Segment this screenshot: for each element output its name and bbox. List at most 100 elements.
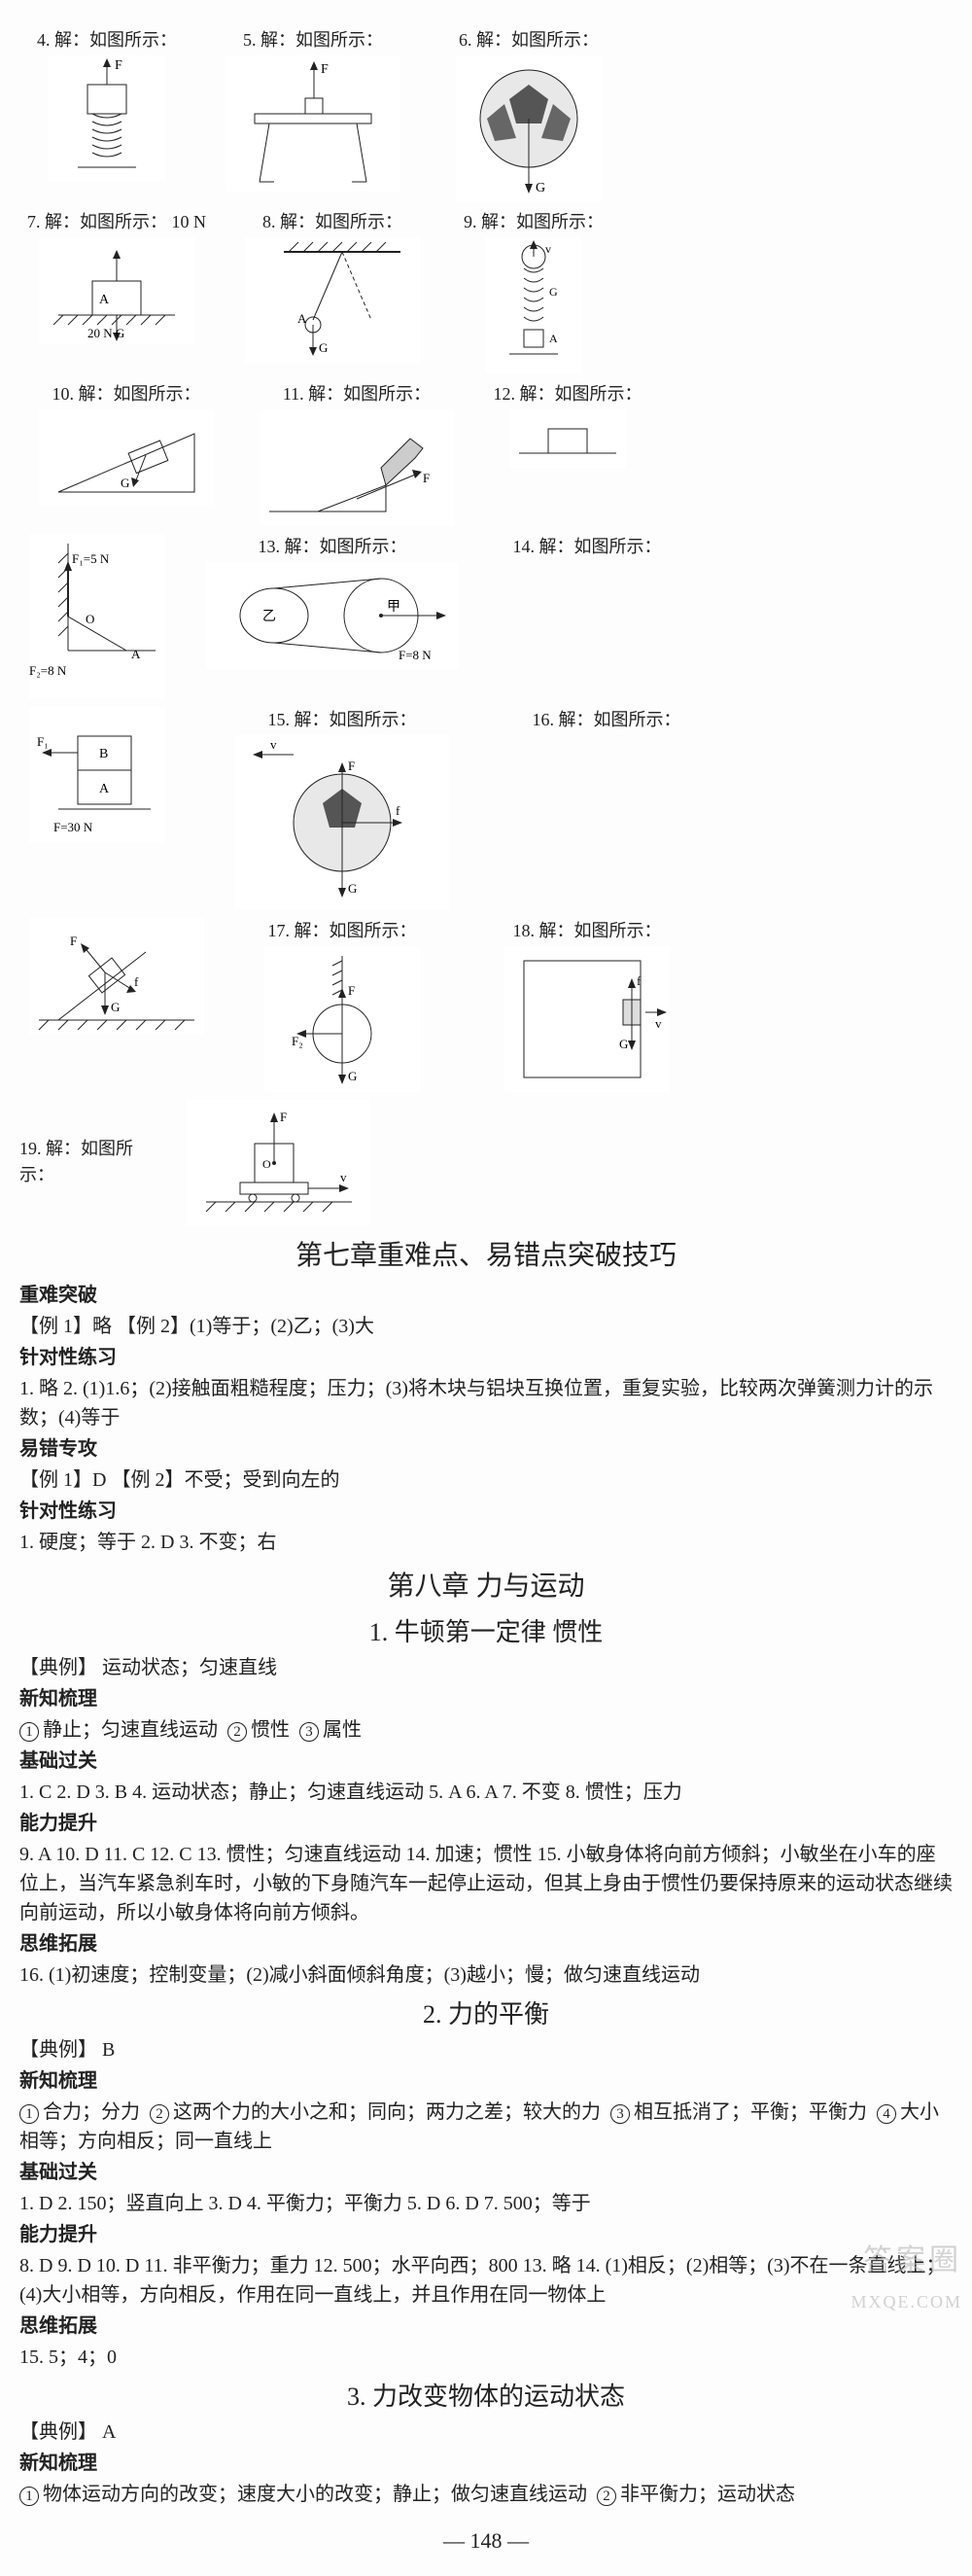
fig6-num: 6. xyxy=(459,30,472,50)
figure-9: 9. 解：如图所示： v G A xyxy=(451,209,616,373)
svg-text:F: F xyxy=(321,62,329,77)
svg-text:v: v xyxy=(270,737,277,752)
fig4-svg: F xyxy=(49,55,165,182)
fig6-svg: G xyxy=(456,55,602,201)
ch8s1-sw: 思维拓展 xyxy=(19,1929,953,1958)
fig7-svg: A 20 N G xyxy=(39,237,194,344)
ch7-p2: 1. 硬度；等于 2. D 3. 不变；右 xyxy=(19,1528,953,1557)
chapter7-title: 第七章重难点、易错点突破技巧 xyxy=(19,1236,953,1277)
figure-11: 11. 解：如图所示： F xyxy=(245,381,469,526)
fig11-num: 11. xyxy=(283,384,304,404)
svg-text:F: F xyxy=(115,58,122,73)
fig14-num: 14. xyxy=(513,537,536,556)
fig18-svg: f G v xyxy=(504,946,670,1092)
figure-10: 10. 解：如图所示： G xyxy=(19,381,233,526)
fig8-svg: A G xyxy=(245,237,420,364)
ch8s1-swline: 16. (1)初速度；控制变量；(2)减小斜面倾斜角度；(3)越小；慢；做匀速直… xyxy=(19,1960,953,1990)
figure-row-3: 10. 解：如图所示： G 11. 解：如图所示： F 12. 解：如图所示： xyxy=(19,381,953,526)
fig18-num: 18. xyxy=(513,921,536,940)
fig15-svg: v F f G xyxy=(235,735,449,910)
figure-15: 15. 解：如图所示： v F f G xyxy=(187,707,498,910)
ch8s3-xzline: 1物体运动方向的改变；速度大小的改变；静止；做匀速直线运动 2非平衡力；运动状态 xyxy=(19,2480,953,2509)
ch8s1-xzb: 惯性 xyxy=(251,1719,290,1741)
ch8s2-swline: 15. 5；4；0 xyxy=(19,2343,953,2372)
fig5-svg: F xyxy=(226,55,400,192)
fig9-num: 9. xyxy=(464,212,477,231)
chapter8-title: 第八章 力与运动 xyxy=(19,1567,953,1607)
svg-text:O: O xyxy=(262,1157,271,1171)
svg-text:F=30 N: F=30 N xyxy=(53,820,93,834)
svg-text:G: G xyxy=(536,181,545,195)
fig16-num: 16. xyxy=(533,710,555,729)
num-icon: 2 xyxy=(150,2104,169,2124)
fig18-label: 解：如图所示： xyxy=(539,921,662,940)
figure-row-1: 4. 解：如图所示： F 5. 解：如图所示： F 6. 解：如图所示 xyxy=(19,27,953,201)
svg-text:v: v xyxy=(340,1170,347,1184)
fig14l-svg: B A F₁ F=30 N xyxy=(29,707,165,843)
svg-text:G: G xyxy=(619,1037,628,1051)
figure-4: 4. 解：如图所示： F xyxy=(19,27,194,201)
svg-text:甲: 甲 xyxy=(387,600,400,615)
figure-12: 12. 解：如图所示： xyxy=(480,381,655,526)
fig15-label: 解：如图所示： xyxy=(295,710,417,729)
svg-text:G: G xyxy=(121,476,129,490)
svg-text:G: G xyxy=(319,340,328,355)
figure-row-7: 19. 解：如图所示： O F v xyxy=(19,1100,953,1226)
fig9-svg: v G A xyxy=(485,237,582,373)
num-icon: 1 xyxy=(19,2487,39,2506)
svg-text:F: F xyxy=(280,1110,287,1124)
figure-19: 19. 解：如图所示： O F v xyxy=(19,1100,369,1226)
svg-text:G: G xyxy=(348,1069,357,1083)
svg-text:F₁: F₁ xyxy=(37,734,49,749)
ch8s1-nl: 能力提升 xyxy=(19,1809,953,1838)
watermark-url: MXQE.COM xyxy=(850,2289,962,2315)
svg-text:F=8 N: F=8 N xyxy=(399,648,432,662)
ch8s3-xza: 物体运动方向的改变；速度大小的改变；静止；做匀速直线运动 xyxy=(43,2484,587,2505)
ch7-ex1: 【例 1】略 【例 2】(1)等于；(2)乙；(3)大 xyxy=(19,1312,953,1341)
num-icon: 2 xyxy=(597,2487,616,2506)
svg-text:A: A xyxy=(99,293,110,307)
ch8s1-dl: 【典例】 运动状态；匀速直线 xyxy=(19,1653,953,1682)
ch8s2-xzline: 1合力；分力 2这两个力的大小之和；同向；两力之差；较大的力 3相互抵消了；平衡… xyxy=(19,2098,953,2156)
watermark-logo: 答案圈 xyxy=(863,2239,962,2282)
ch8s1-xzline: 1静止；匀速直线运动 2惯性 3属性 xyxy=(19,1715,953,1745)
ch8s3-xz: 新知梳理 xyxy=(19,2449,953,2478)
fig19-svg: O F v xyxy=(187,1100,369,1226)
ch8s2-jc: 基础过关 xyxy=(19,2158,953,2187)
ch8s2-xzb: 这两个力的大小之和；同向；两力之差；较大的力 xyxy=(173,2101,601,2123)
figure-14-left: B A F₁ F=30 N xyxy=(19,707,175,910)
figure-row-5: B A F₁ F=30 N 15. 解：如图所示： v F f G 16. 解：… xyxy=(19,707,953,910)
svg-text:乙: 乙 xyxy=(262,609,276,624)
svg-text:G: G xyxy=(348,881,357,896)
svg-text:F₂: F₂ xyxy=(292,1034,303,1048)
num-icon: 3 xyxy=(299,1722,319,1742)
ch7-ex2: 【例 1】D 【例 2】不受；受到向左的 xyxy=(19,1465,953,1495)
ch8s1-xzc: 属性 xyxy=(323,1719,362,1741)
ch8s2-dl: 【典例】 B xyxy=(19,2035,953,2064)
fig13-label: 解：如图所示： xyxy=(285,537,407,556)
fig13-num: 13. xyxy=(259,537,281,556)
svg-text:v: v xyxy=(655,1016,662,1031)
svg-text:A: A xyxy=(99,782,110,796)
svg-text:G: G xyxy=(549,285,558,299)
fig11-label: 解：如图所示： xyxy=(308,384,431,404)
svg-text:F: F xyxy=(348,983,355,998)
ch8s2-xza: 合力；分力 xyxy=(43,2101,140,2123)
fig15-num: 15. xyxy=(268,710,291,729)
ch8s2-nl: 能力提升 xyxy=(19,2220,953,2249)
num-icon: 3 xyxy=(610,2104,630,2124)
ch8s1-jc: 基础过关 xyxy=(19,1747,953,1776)
ch8s2-xz: 新知梳理 xyxy=(19,2066,953,2096)
ch7-h1: 重难突破 xyxy=(19,1281,953,1310)
fig4-num: 4. xyxy=(37,30,51,50)
figure-8: 8. 解：如图所示： A G xyxy=(226,209,439,373)
ch7-h2: 易错专攻 xyxy=(19,1434,953,1464)
fig8-num: 8. xyxy=(262,212,276,231)
page-number-value: 148 xyxy=(470,2528,503,2553)
fig6-label: 解：如图所示： xyxy=(476,30,599,50)
figure-5: 5. 解：如图所示： F xyxy=(206,27,420,201)
figure-18: 18. 解：如图所示： f G v xyxy=(470,918,704,1092)
fig19-num: 19. xyxy=(19,1139,42,1158)
svg-text:f: f xyxy=(637,973,642,988)
fig13-svg: 甲 乙 F=8 N xyxy=(206,562,459,669)
